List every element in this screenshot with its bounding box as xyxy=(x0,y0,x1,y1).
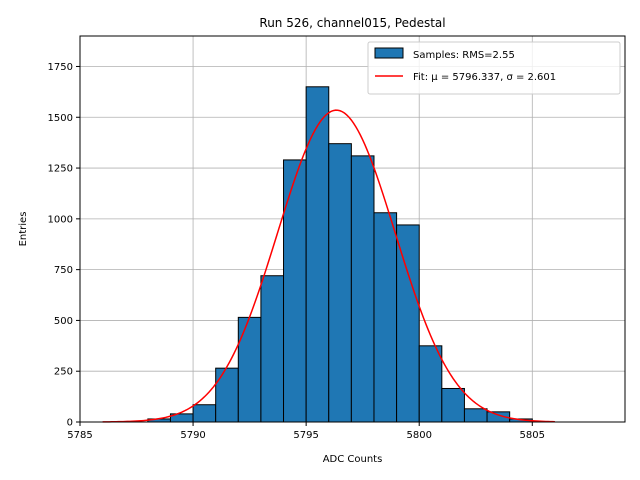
histogram-bar xyxy=(328,143,352,423)
y-tick-label: 0 xyxy=(67,418,73,429)
y-tick-label: 1500 xyxy=(48,113,73,124)
histogram-bar xyxy=(463,408,488,423)
x-axis-label: ADC Counts xyxy=(323,454,383,465)
fit-curve-group xyxy=(102,109,555,423)
histogram-bars xyxy=(147,86,533,423)
y-tick-label: 750 xyxy=(54,265,73,276)
fit-curve xyxy=(102,109,555,423)
histogram-bar xyxy=(237,316,262,423)
y-tick-label: 500 xyxy=(54,316,73,327)
legend-label-samples: Samples: RMS=2.55 xyxy=(413,50,515,61)
y-axis-label: Entries xyxy=(18,212,29,247)
histogram-bar xyxy=(283,159,307,423)
legend-label-fit: Fit: μ = 5796.337, σ = 2.601 xyxy=(413,72,556,83)
x-tick-label: 5800 xyxy=(406,430,431,441)
chart-title: Run 526, channel015, Pedestal xyxy=(259,16,445,30)
y-tick-label: 1250 xyxy=(48,164,73,175)
histogram-bar xyxy=(418,345,443,423)
x-tick-label: 5795 xyxy=(293,430,318,441)
legend: Samples: RMS=2.55 Fit: μ = 5796.337, σ =… xyxy=(367,41,621,95)
histogram-bar xyxy=(373,212,398,423)
legend-box xyxy=(367,41,621,95)
y-tick-label: 1000 xyxy=(48,214,73,225)
histogram-bar xyxy=(305,86,330,423)
x-tick-label: 5805 xyxy=(520,430,545,441)
histogram-bar xyxy=(350,155,375,423)
x-tick-label: 5790 xyxy=(180,430,205,441)
histogram-bar xyxy=(215,367,239,423)
y-tick-label: 250 xyxy=(54,367,73,378)
plot-frame xyxy=(79,35,626,423)
histogram-bar xyxy=(441,387,465,423)
x-tick-label: 5785 xyxy=(67,430,92,441)
legend-swatch-samples xyxy=(374,47,404,59)
axis-ticks: 5785 5790 5795 5800 5805 0 250 500 750 1000 1250 15… xyxy=(48,62,545,441)
histogram-bar xyxy=(192,404,217,423)
histogram-bar xyxy=(396,224,420,423)
y-tick-label: 1750 xyxy=(48,62,73,73)
histogram-bar xyxy=(260,275,285,423)
